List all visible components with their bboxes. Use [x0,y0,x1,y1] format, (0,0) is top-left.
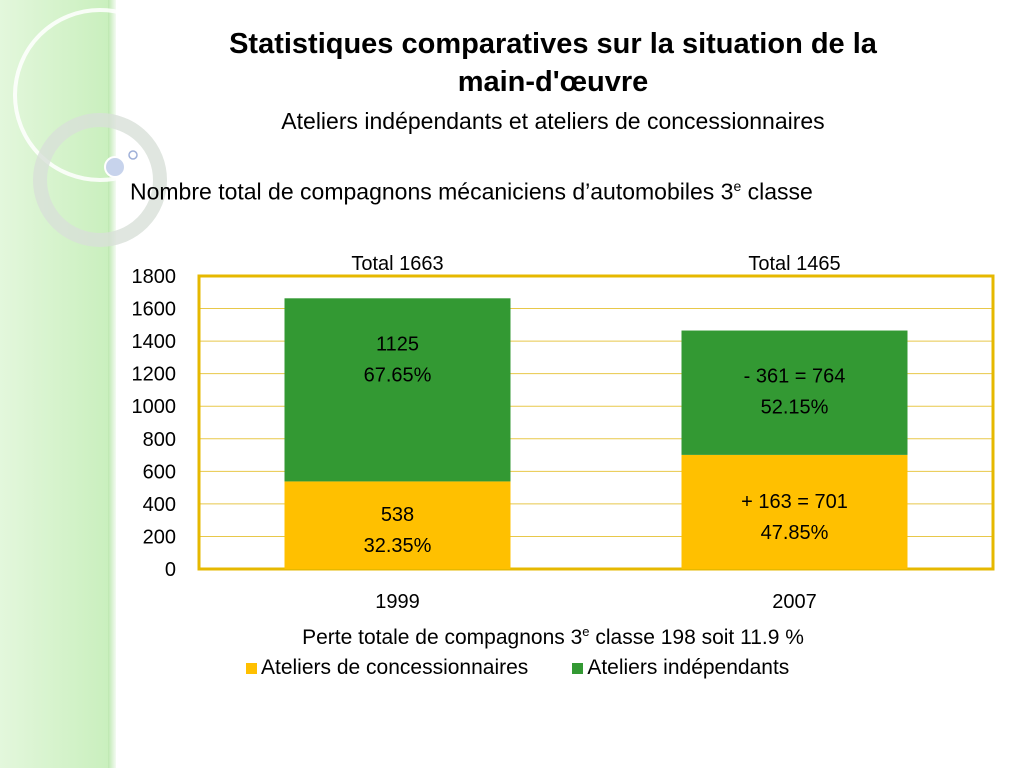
bar-data-label: 1125 [376,333,419,355]
bar-data-label: 538 [381,504,414,526]
legend-item-independants: Ateliers indépendants [572,656,789,680]
page-title-line1: Statistiques comparatives sur la situati… [229,28,877,60]
total-annotation-label: Total [748,253,796,275]
total-annotation: Total 1465 [748,253,840,275]
side-decoration-edge [108,0,116,768]
legend-swatch-independants [572,662,584,674]
deco-dot-small [128,150,138,160]
bar-data-label: 67.65% [364,364,432,386]
stacked-bar-chart: 0 200 400 600 800 1000 1200 1400 1600 1800 538 32.3… [132,253,995,613]
footer-prefix: Perte totale de compagnons 3 [302,626,583,649]
legend-label-concessionnaires: Ateliers de concessionnaires [261,656,529,679]
bar-segment-concessionnaires [284,481,511,569]
footer-sup: e [582,624,590,639]
bar-segment-independants [681,330,908,455]
y-tick-label: 200 [143,526,176,548]
y-tick-label: 1800 [132,266,177,288]
legend-label-independants: Ateliers indépendants [587,656,790,679]
page-title-line2: main-d'œuvre [457,66,649,98]
decorative-circles [13,8,180,247]
total-annotation-label: Total [351,253,399,275]
y-tick-label: 400 [143,494,176,516]
bar-segment-concessionnaires [681,454,908,569]
side-decoration-band [0,0,112,768]
x-tick-label: 2007 [772,591,817,613]
total-annotation: Total 1663 [351,253,443,275]
bar-data-label: 32.35% [364,535,432,557]
chart-heading-suffix: classe [741,178,813,205]
bar-data-label: 47.85% [761,522,829,544]
y-tick-label: 0 [165,559,176,581]
legend-swatch-concessionnaires [246,662,257,674]
deco-dot [104,156,126,178]
y-tick-label: 1400 [132,331,177,353]
legend-item-concessionnaires: Ateliers de concessionnaires [246,656,528,680]
y-tick-label: 1200 [132,364,177,386]
plot-area-border [197,274,995,571]
y-tick-label: 600 [143,461,176,483]
chart-heading-sup: e [733,178,742,194]
bar-segment-independants [284,298,511,482]
total-annotation-value: 1465 [796,253,841,275]
x-tick-label: 1999 [375,591,420,613]
y-tick-label: 1000 [132,396,177,418]
bar-data-label: + 163 = 701 [741,491,848,513]
bar-data-label: 52.15% [761,397,829,419]
y-tick-label: 800 [143,429,176,451]
chart-legend: Ateliers de concessionnaires Ateliers in… [246,656,789,680]
bar-data-label: - 361 = 764 [744,366,846,388]
page-subtitle: Ateliers indépendants et ateliers de con… [281,108,825,134]
deco-ring-thick [33,113,167,247]
chart-footer-note: Perte totale de compagnons 3e classe 198… [130,624,976,650]
chart-heading: Nombre total de compagnons mécaniciens d… [130,178,813,206]
total-annotation-value: 1663 [399,253,444,275]
footer-suffix: classe 198 soit 11.9 % [589,626,804,649]
chart-heading-prefix: Nombre total de compagnons mécaniciens d… [130,178,734,205]
y-tick-label: 1600 [132,299,177,321]
deco-ring-large [13,8,180,182]
